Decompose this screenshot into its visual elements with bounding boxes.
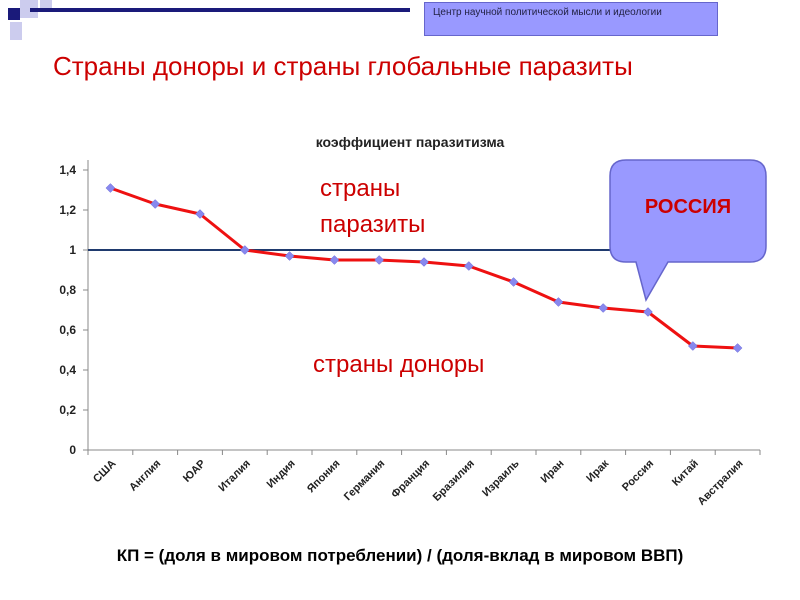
data-point: [329, 255, 340, 265]
x-tick-label: Россия: [620, 458, 656, 494]
deco-square-lavender: [20, 0, 38, 18]
data-point: [463, 261, 474, 271]
y-tick-label: 1: [69, 243, 76, 257]
data-point: [508, 277, 519, 287]
data-point: [553, 297, 564, 307]
x-tick-label: Ирак: [584, 457, 611, 484]
donors-label: страны доноры: [313, 351, 484, 378]
data-point: [732, 343, 743, 353]
y-tick-label: 0,6: [59, 323, 76, 337]
x-tick-label: Австралия: [696, 458, 746, 508]
callout-group: [609, 159, 767, 302]
data-point: [598, 303, 609, 313]
y-tick-label: 0,4: [59, 363, 76, 377]
x-tick-label: Бразилия: [431, 458, 477, 504]
data-point: [195, 209, 205, 219]
deco-bar-navy: [30, 8, 410, 12]
x-tick-label: Италия: [216, 458, 252, 494]
x-tick-label: Индия: [265, 458, 298, 491]
y-tick-label: 1,4: [59, 163, 76, 177]
y-tick-label: 1,2: [59, 203, 76, 217]
data-point: [374, 255, 385, 265]
callout-label: РОССИЯ: [644, 196, 732, 218]
chart-title: коэффициент паразитизма: [315, 134, 505, 150]
x-tick-label: Германия: [342, 458, 387, 503]
parasites-label-line2: паразиты: [320, 211, 425, 238]
deco-square-navy: [8, 8, 20, 20]
slide-title: Страны доноры и страны глобальные парази…: [53, 51, 633, 81]
x-tick-label: Израиль: [480, 457, 522, 499]
header-banner: Центр научной политической мысли и идеол…: [424, 2, 718, 36]
formula-text: КП = (доля в мировом потреблении) / (дол…: [116, 546, 684, 565]
callout-bubble: [609, 159, 767, 302]
y-tick-label: 0,2: [59, 403, 76, 417]
data-point: [150, 199, 161, 209]
data-point: [687, 341, 698, 351]
x-tick-label: Китай: [670, 458, 701, 489]
data-point: [419, 257, 429, 267]
y-tick-label: 0,8: [59, 283, 76, 297]
x-tick-label: Франция: [389, 458, 432, 501]
header-text: Центр научной политической мысли и идеол…: [433, 7, 662, 18]
series-group: [105, 183, 743, 353]
data-point: [239, 245, 250, 255]
y-tick-label: 0: [69, 443, 76, 457]
data-point: [643, 307, 653, 317]
x-tick-label: Япония: [305, 458, 343, 496]
x-tick-label: Иран: [539, 458, 567, 486]
x-tick-label: Англия: [127, 458, 163, 494]
annotation-group: страны паразиты страны доноры: [313, 175, 484, 378]
data-point: [284, 251, 295, 261]
parasites-label-line1: страны: [320, 175, 400, 202]
x-tick-label: ЮАР: [181, 458, 208, 485]
deco-square-lavender: [10, 22, 22, 40]
data-point: [105, 183, 116, 193]
x-tick-label: США: [91, 458, 119, 486]
